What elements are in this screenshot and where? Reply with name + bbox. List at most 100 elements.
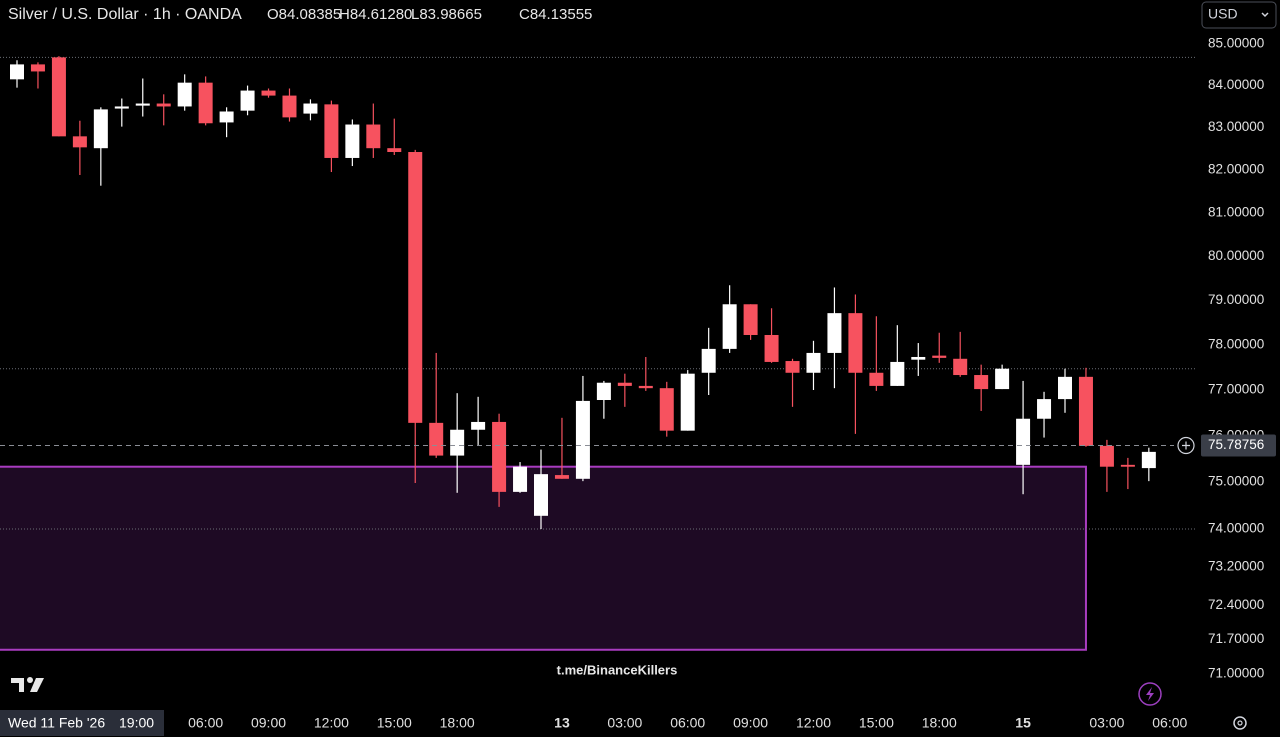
candle-body: [471, 421, 486, 430]
candle-body: [1058, 376, 1072, 400]
candle-body: [974, 375, 989, 390]
candle-body: [1120, 464, 1135, 467]
x-tick-label: 18:00: [440, 715, 475, 731]
lightning-button[interactable]: [1138, 682, 1162, 706]
candle-body: [722, 304, 737, 349]
candle-body: [324, 104, 339, 158]
currency-select[interactable]: USD: [1201, 1, 1277, 29]
candle-body: [764, 334, 779, 362]
candle-body: [114, 106, 129, 109]
y-tick-label: 75.00000: [1208, 474, 1264, 489]
watermark: t.me/BinanceKillers: [557, 662, 678, 677]
x-tick-label: 15: [1015, 715, 1031, 731]
lightning-icon: [1146, 687, 1154, 701]
candle-body: [282, 95, 297, 118]
candle-body: [911, 356, 926, 360]
x-tick-label: 12:00: [314, 715, 349, 731]
candle-body: [1141, 451, 1156, 469]
current-price-marker: 75.78756: [1177, 434, 1276, 457]
y-tick-label: 85.00000: [1208, 36, 1264, 51]
y-tick-label: 78.00000: [1208, 336, 1264, 351]
candle-body: [450, 429, 465, 456]
candle-body: [198, 82, 213, 124]
x-tick-label: 06:00: [188, 715, 223, 731]
candle-body: [827, 313, 842, 353]
candle-body: [366, 124, 381, 149]
chevron-icon: [1261, 12, 1269, 18]
candle-body: [261, 90, 276, 96]
candle-body: [177, 82, 192, 107]
candle-body: [72, 136, 87, 148]
y-tick-label: 80.00000: [1208, 248, 1264, 263]
x-tick-label: 15:00: [859, 715, 894, 731]
candle-body: [1016, 418, 1031, 465]
candle-body: [848, 313, 863, 373]
candle-body: [638, 385, 653, 389]
cursor-time-box: [0, 710, 164, 736]
x-tick-label: 09:00: [733, 715, 768, 731]
candle-body: [659, 388, 674, 431]
candle-body: [93, 109, 108, 149]
lightning-circle[interactable]: [1138, 682, 1162, 706]
candle-body: [135, 103, 150, 106]
currency-label[interactable]: USD: [1208, 6, 1238, 22]
candle-body: [240, 90, 255, 111]
candle-body: [743, 304, 758, 335]
candle-body: [785, 361, 800, 373]
candle-body: [554, 475, 569, 479]
y-tick-label: 71.70000: [1208, 631, 1264, 646]
currency-box[interactable]: [1201, 1, 1277, 29]
candle-body: [890, 361, 905, 386]
candle-body: [680, 373, 695, 431]
candle-body: [932, 355, 947, 358]
candle-body: [1099, 445, 1114, 467]
ohlc-high: H84.61280: [339, 6, 412, 23]
settings-button[interactable]: [1233, 716, 1247, 730]
y-tick-label: 84.00000: [1208, 77, 1264, 92]
logo-part: [11, 678, 24, 692]
ohlc-open: O84.08385: [267, 6, 341, 23]
x-tick-label: 15:00: [377, 715, 412, 731]
candle-body: [1037, 399, 1052, 419]
logo-part: [30, 678, 44, 692]
candle-body: [429, 422, 444, 456]
candle-body: [575, 400, 590, 479]
cursor-time: 19:00: [119, 715, 154, 731]
candle-body: [219, 111, 234, 123]
y-tick-label: 74.00000: [1208, 521, 1264, 536]
current-price-label: 75.78756: [1208, 437, 1264, 452]
candle-body: [51, 57, 66, 137]
candle-body: [869, 372, 884, 386]
candle-body: [806, 352, 821, 373]
y-tick-label: 81.00000: [1208, 204, 1264, 219]
chart-title: Silver / U.S. Dollar · 1h · OANDA: [8, 6, 242, 23]
plus-icon: [1182, 441, 1190, 450]
plot-area: [0, 56, 1197, 651]
candle-body: [513, 466, 528, 492]
x-tick-label: 06:00: [1152, 715, 1187, 731]
candle-body: [303, 103, 318, 114]
candle-body: [995, 368, 1010, 390]
gear-icon[interactable]: [1233, 716, 1247, 730]
y-tick-label: 77.00000: [1208, 382, 1264, 397]
candle-body: [492, 421, 507, 492]
x-tick-label: 09:00: [251, 715, 286, 731]
candle-body: [30, 64, 45, 72]
x-tick-label: 13: [554, 715, 570, 731]
ohlc-low: L83.98665: [411, 6, 482, 23]
ohlc-close: C84.13555: [519, 6, 592, 23]
cursor-date: Wed 11 Feb '26: [8, 715, 105, 731]
candle-body: [387, 148, 402, 153]
candle-body: [617, 382, 632, 386]
candle-body: [10, 64, 24, 80]
y-tick-label: 79.00000: [1208, 292, 1264, 307]
candle-body: [345, 124, 360, 158]
logo-part: [27, 677, 33, 683]
y-tick-label: 82.00000: [1208, 161, 1264, 176]
y-tick-label: 73.20000: [1208, 559, 1264, 574]
y-tick-label: 72.40000: [1208, 597, 1264, 612]
candle-body: [156, 103, 171, 107]
candle-body: [701, 348, 716, 373]
current-price-box: [1201, 434, 1276, 457]
